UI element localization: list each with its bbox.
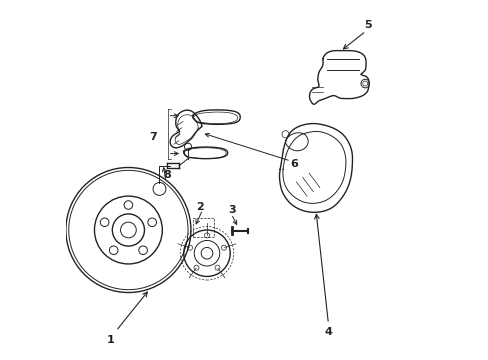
Text: 2: 2 xyxy=(196,202,203,212)
Text: 6: 6 xyxy=(290,159,298,169)
Bar xyxy=(192,217,214,237)
Text: 8: 8 xyxy=(163,170,171,180)
Text: 3: 3 xyxy=(228,205,235,215)
Text: 1: 1 xyxy=(106,335,114,345)
Text: 7: 7 xyxy=(149,132,157,142)
Text: 4: 4 xyxy=(324,327,332,337)
Text: 5: 5 xyxy=(363,19,371,30)
